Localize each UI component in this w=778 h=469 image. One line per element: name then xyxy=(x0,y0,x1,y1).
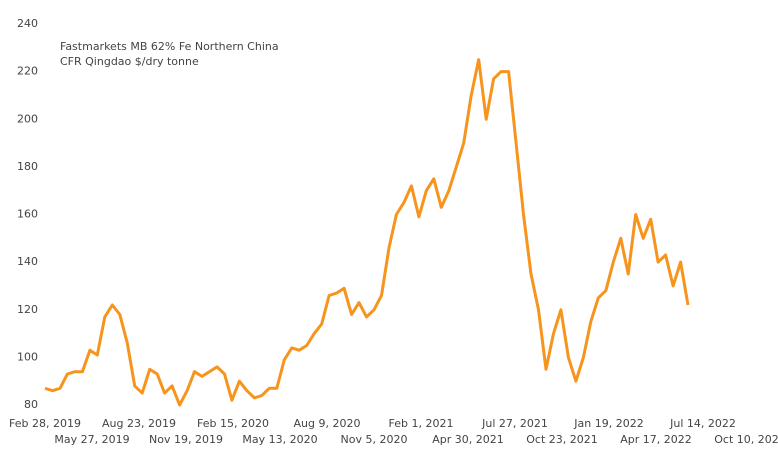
chart-title: CFR Qingdao $/dry tonne xyxy=(60,55,199,68)
y-tick-label: 160 xyxy=(17,208,38,221)
x-tick-label: Jul 14, 2022 xyxy=(669,417,736,430)
x-tick-label: Nov 19, 2019 xyxy=(149,433,223,446)
y-tick-label: 120 xyxy=(17,303,38,316)
x-tick-label: May 27, 2019 xyxy=(54,433,129,446)
x-tick-label: May 13, 2020 xyxy=(242,433,317,446)
x-tick-label: Oct 23, 2021 xyxy=(526,433,598,446)
x-tick-label: Jul 27, 2021 xyxy=(481,417,548,430)
y-tick-label: 240 xyxy=(17,17,38,30)
data-line xyxy=(44,58,690,407)
x-tick-label: Nov 5, 2020 xyxy=(341,433,408,446)
x-tick-label: Oct 10, 2022 xyxy=(714,433,778,446)
x-tick-label: Apr 30, 2021 xyxy=(432,433,504,446)
y-tick-label: 140 xyxy=(17,255,38,268)
x-tick-label: Feb 28, 2019 xyxy=(9,417,81,430)
y-tick-label: 180 xyxy=(17,160,38,173)
x-tick-label: Aug 23, 2019 xyxy=(102,417,176,430)
x-tick-label: Feb 1, 2021 xyxy=(389,417,454,430)
y-tick-label: 200 xyxy=(17,112,38,125)
x-tick-label: Aug 9, 2020 xyxy=(294,417,361,430)
y-tick-label: 100 xyxy=(17,350,38,363)
x-tick-label: Jan 19, 2022 xyxy=(573,417,643,430)
y-tick-label: 220 xyxy=(17,65,38,78)
x-tick-label: Feb 15, 2020 xyxy=(197,417,269,430)
chart-title: Fastmarkets MB 62% Fe Northern China xyxy=(60,40,279,53)
y-tick-label: 80 xyxy=(24,398,38,411)
x-tick-label: Apr 17, 2022 xyxy=(620,433,692,446)
